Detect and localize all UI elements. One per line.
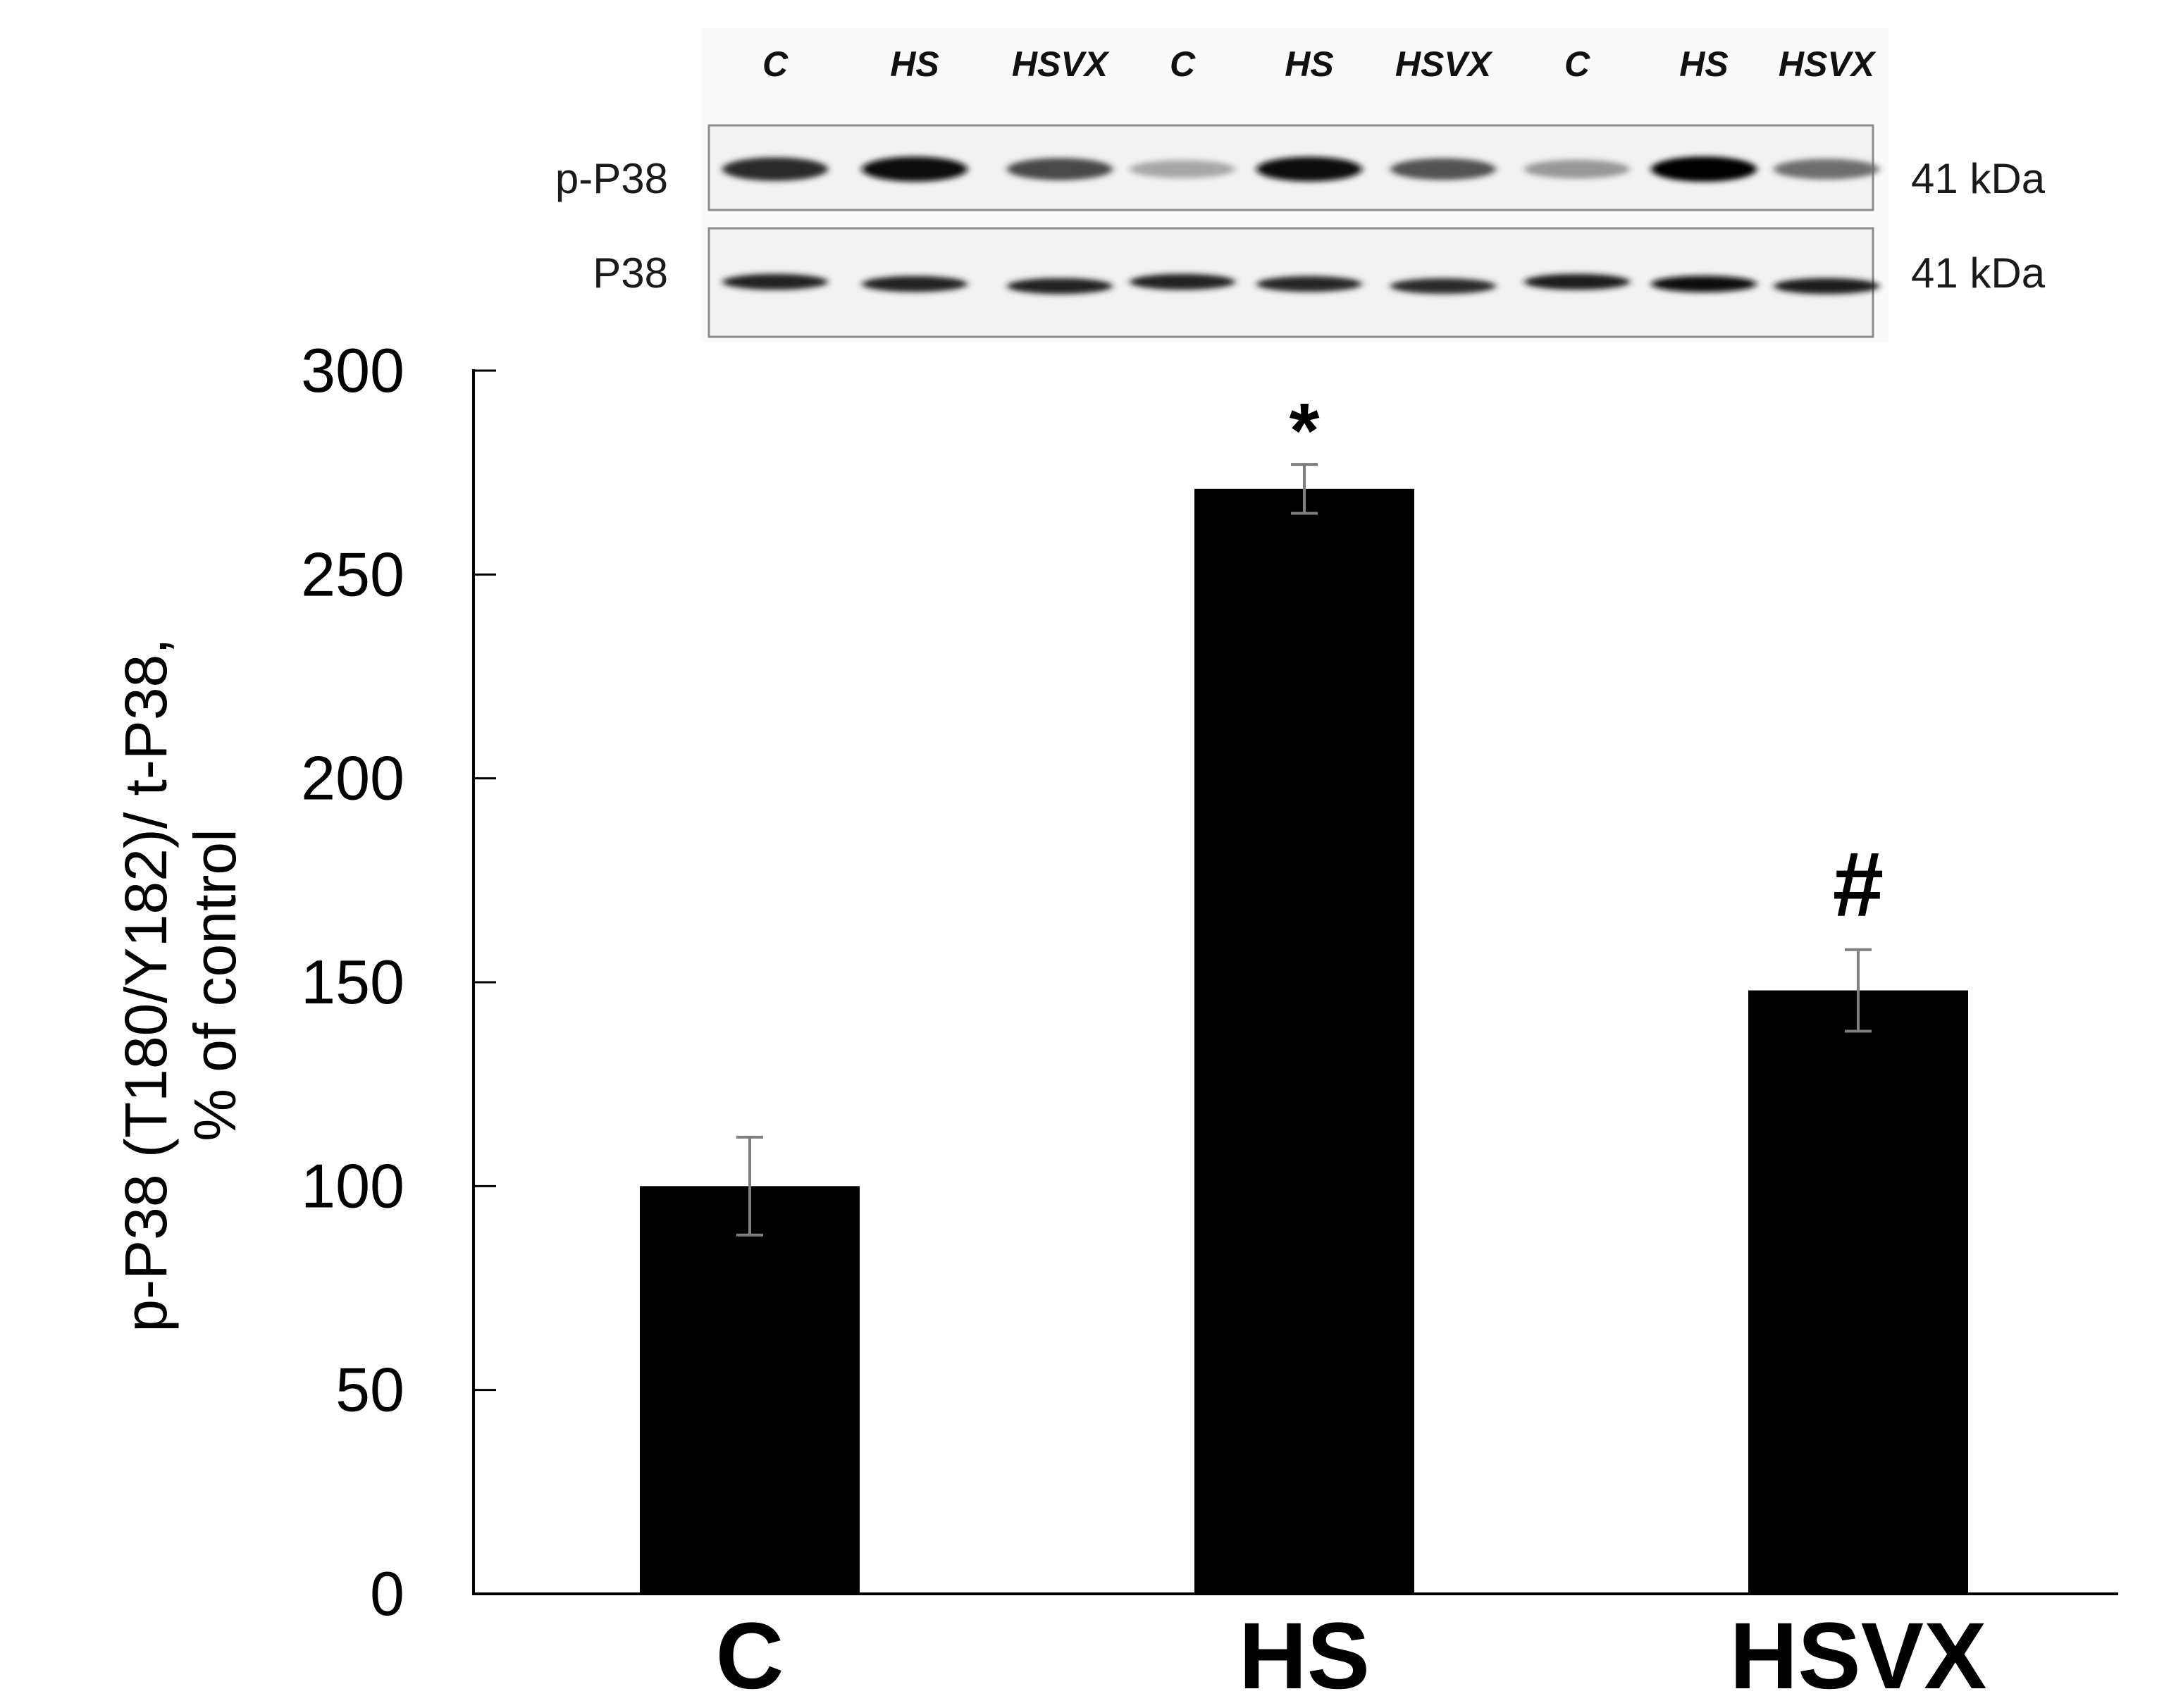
- bars: [640, 488, 1968, 1594]
- lane-label-c: C: [1564, 44, 1590, 84]
- band-p-p38-lane-3: [1007, 158, 1113, 180]
- error-bar-hs: [1291, 463, 1318, 515]
- band-p38-lane-7: [1524, 273, 1630, 290]
- y-axis-label-line-2: % of control: [182, 829, 248, 1141]
- band-p-p38-lane-6: [1390, 158, 1496, 180]
- size-label-p-p38: 41 kDa: [1911, 155, 2046, 202]
- significance-markers: *#: [1290, 388, 1884, 936]
- x-axis-labels: C HS HSVX: [716, 1604, 1987, 1708]
- y-axis-label-line-1: p-P38 (T180/Y182)/ t-P38,: [113, 638, 179, 1332]
- y-tick-label: 250: [301, 539, 404, 609]
- y-tick-label: 0: [370, 1559, 404, 1628]
- x-tick-label-hs: HS: [1239, 1604, 1370, 1708]
- significance-marker-hsvx: #: [1833, 833, 1884, 936]
- bar-hs: [1194, 488, 1414, 1594]
- band-p-p38-lane-4: [1130, 160, 1235, 178]
- band-p-p38-lane-2: [862, 156, 968, 182]
- lane-label-c: C: [1170, 44, 1196, 84]
- bar-hsvx: [1748, 990, 1968, 1594]
- western-blot: C HS HSVX C HS HSVX C HS HSVX p-P38 P38 41 kDa 4…: [555, 28, 2046, 342]
- band-p-p38-lane-8: [1651, 156, 1757, 182]
- band-p38-lane-4: [1130, 273, 1235, 290]
- band-p38-lane-3: [1007, 278, 1113, 295]
- error-bar-hsvx: [1845, 948, 1872, 1033]
- band-p-p38-lane-5: [1256, 156, 1362, 182]
- lane-label-hs: HS: [1285, 44, 1333, 84]
- y-tick-label: 200: [301, 743, 404, 813]
- significance-marker-hs: *: [1290, 388, 1320, 474]
- bar-c: [640, 1186, 860, 1594]
- band-p-p38-lane-1: [722, 157, 828, 181]
- band-p38-lane-5: [1256, 276, 1362, 292]
- error-bar-c: [736, 1135, 763, 1237]
- lane-label-hs: HS: [890, 44, 939, 84]
- lane-labels: C HS HSVX C HS HSVX C HS HSVX: [762, 44, 1877, 84]
- band-p38-lane-9: [1774, 278, 1879, 295]
- band-p38-lane-8: [1651, 276, 1757, 292]
- row-label-p-p38: p-P38: [555, 155, 668, 202]
- y-tick-label: 300: [301, 335, 404, 405]
- y-tick-label: 150: [301, 947, 404, 1017]
- error-bars: [736, 463, 1872, 1237]
- band-p-p38-lane-9: [1774, 159, 1879, 180]
- band-p-p38-lane-7: [1524, 159, 1630, 179]
- size-label-p38: 41 kDa: [1911, 249, 2046, 297]
- lane-label-hsvx: HSVX: [1395, 44, 1493, 84]
- lane-label-hsvx: HSVX: [1779, 44, 1877, 84]
- band-p38-lane-2: [862, 276, 968, 292]
- lane-label-c: C: [762, 44, 789, 84]
- band-p38-lane-6: [1390, 278, 1496, 295]
- y-tick-label: 100: [301, 1151, 404, 1220]
- lane-label-hsvx: HSVX: [1012, 44, 1110, 84]
- y-axis-ticks: 0 50 100 150 200 250 300: [301, 335, 496, 1628]
- y-tick-label: 50: [335, 1355, 404, 1425]
- x-tick-label-hsvx: HSVX: [1730, 1604, 1987, 1708]
- band-p38-lane-1: [722, 273, 828, 290]
- row-label-p38: P38: [593, 249, 668, 297]
- blot-bands: [722, 156, 1879, 295]
- lane-label-hs: HS: [1679, 44, 1728, 84]
- x-tick-label-c: C: [716, 1604, 784, 1708]
